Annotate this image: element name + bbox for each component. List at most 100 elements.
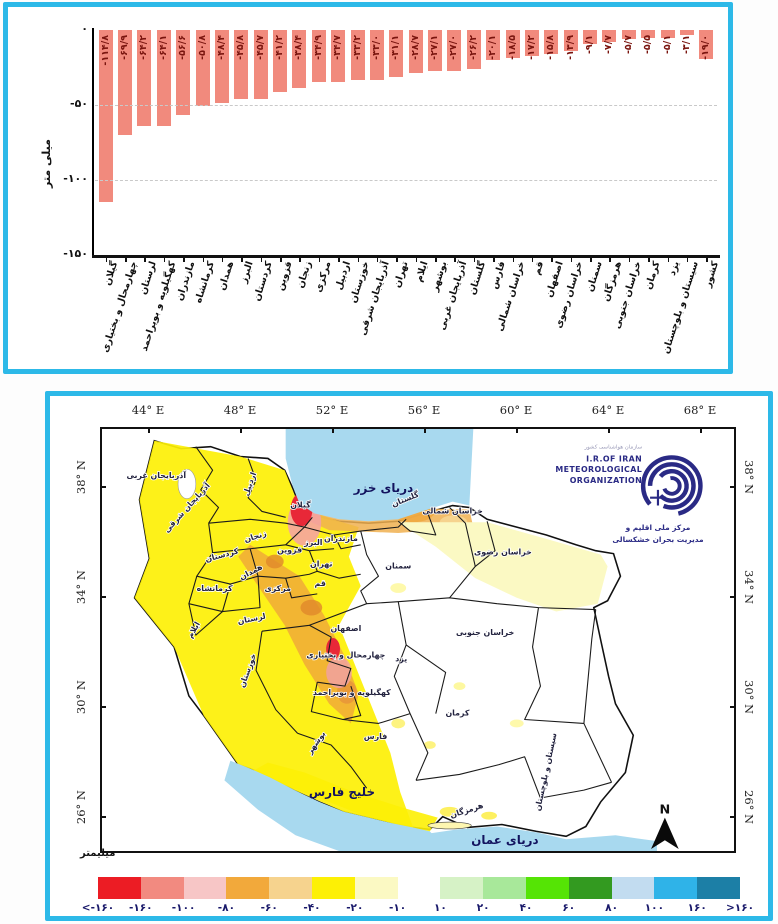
map-province-label: خراسان رضوی — [474, 548, 532, 557]
logo-en-line1: I.R.OF IRAN — [586, 454, 642, 463]
bar — [583, 30, 598, 44]
legend-color-box — [525, 877, 569, 899]
x-tick — [493, 257, 495, 262]
bar — [137, 30, 152, 127]
map-tick — [332, 427, 334, 433]
x-axis-category-label: سمنان — [584, 260, 605, 294]
legend-colorbar — [98, 877, 740, 899]
x-tick — [435, 257, 437, 262]
legend-color-box — [611, 877, 655, 899]
map-tick — [100, 816, 106, 818]
bar-value-label: -۳۳/۲ — [351, 35, 363, 60]
x-axis-category-label: اردبیل — [333, 260, 353, 292]
x-axis-category-label: سیستان و بلوچستان — [661, 260, 702, 356]
x-tick — [338, 257, 340, 262]
north-arrow: N — [651, 803, 679, 850]
x-tick — [454, 257, 456, 262]
longitude-label: 60° E — [499, 403, 533, 417]
bar-value-label: -۱۳/۹ — [564, 35, 576, 60]
gridline — [95, 105, 717, 106]
x-axis-category-label: کردستان — [251, 260, 276, 303]
legend-color-box — [140, 877, 184, 899]
province-borders — [188, 446, 613, 799]
bar — [292, 30, 307, 88]
latitude-label-left: 30° N — [74, 680, 88, 715]
x-tick — [706, 257, 708, 262]
x-axis-category-label: لرستان — [137, 260, 159, 297]
map-province-label: چهارمحال و بختیاری — [306, 651, 385, 660]
x-axis-category-label: ایلام — [413, 260, 431, 284]
latitude-label-right: 34° N — [742, 570, 756, 605]
map-province-label: خراسان شمالی — [422, 506, 482, 515]
bar — [641, 30, 656, 39]
bar-value-label: -۲۶/۲ — [467, 35, 479, 60]
x-tick — [202, 257, 205, 262]
legend-boundary-label: -۴۰ — [303, 902, 321, 914]
bar — [195, 30, 210, 107]
map-tick — [240, 427, 242, 433]
logo-fa-top-text: سازمان هواشناسی کشور — [583, 444, 642, 451]
map-province-label: یزد — [395, 655, 407, 664]
bar — [428, 30, 443, 71]
x-tick — [105, 257, 108, 262]
x-tick — [570, 257, 573, 262]
x-tick — [299, 257, 301, 262]
x-tick — [396, 257, 398, 262]
legend-boundary-label: <-۱۶۰ — [81, 902, 115, 914]
seas — [177, 429, 657, 851]
legend-boundary-label: ۶۰ — [562, 902, 576, 914]
legend-color-box — [183, 877, 227, 899]
x-axis-category-label: کرمان — [643, 260, 663, 291]
north-arrow-label: N — [660, 803, 671, 818]
map-tick — [100, 596, 106, 598]
persian-gulf — [224, 760, 443, 851]
legend-color-box — [568, 877, 612, 899]
bar — [486, 30, 501, 61]
bar-value-label: -۱۱۴/۸ — [99, 35, 111, 66]
legend-color-box — [226, 877, 270, 899]
map-unit-label: میلیمتر — [80, 848, 116, 859]
x-tick — [590, 257, 592, 262]
map-tick — [100, 486, 106, 488]
logo-fa-bottom2: مدیریت بحران خشکسالی — [612, 535, 704, 544]
bar — [563, 30, 578, 51]
map-sea-label: دریای عمان — [471, 833, 538, 848]
map-province-label: اصفهان — [330, 624, 361, 633]
bar — [214, 30, 229, 103]
map-tick — [424, 427, 426, 433]
y-tick-label: -۱۰۰ — [63, 172, 88, 185]
x-axis-category-label: قزوین — [274, 260, 295, 293]
bar-value-label: -۹/۱ — [584, 35, 596, 55]
legend-color-box — [354, 877, 398, 899]
latitude-label-left: 26° N — [74, 790, 88, 825]
legend-boundary-label: -۱۰۰ — [171, 902, 196, 914]
lake-urmia — [177, 468, 197, 499]
bar-value-label: -۶۴/۲ — [138, 35, 150, 60]
legend-boundary-label: ۱۶۰ — [687, 902, 707, 914]
x-tick — [531, 257, 534, 262]
bar-value-label: -۶۴/۱ — [157, 35, 169, 60]
x-tick — [221, 257, 224, 262]
y-tick-label: -۵۰ — [70, 97, 88, 110]
latitude-label-right: 38° N — [742, 460, 756, 495]
map-sea-label: دریای خزر — [353, 481, 413, 496]
legend-boundary-label: ۴۰ — [519, 902, 533, 914]
x-axis-category-label: گیلان — [102, 260, 121, 287]
longitude-axis: 44° E 48° E 52° E 56° E 60° E 64° E 68° E — [100, 403, 736, 421]
legend-color-box — [697, 877, 740, 899]
bar — [447, 30, 462, 71]
bar-chart-panel: میلی متر -۱۱۴/۸ -۶۹/۹ -۶۴/۲ -۶۴/۱ -۵۶/۶ -۵۰/۸… — [3, 2, 733, 374]
bar-value-label: -۲۷/۰ — [448, 35, 460, 60]
bar — [253, 30, 268, 99]
map-province-label: مازندران — [324, 534, 358, 543]
qeshm-island — [427, 821, 472, 830]
bar-value-label: -۶۹/۹ — [119, 35, 131, 60]
map-sea-label: خلیج فارس — [309, 785, 375, 800]
bar-value-label: -۲۸/۷ — [409, 35, 421, 60]
logo-spiral — [640, 455, 703, 517]
bar-value-label: -۴۵/۸ — [235, 35, 247, 60]
latitude-label-left: 38° N — [74, 460, 88, 495]
bar-value-label: -۲۷/۱ — [429, 35, 441, 60]
legend-boundary-label: ۲۰ — [476, 902, 490, 914]
